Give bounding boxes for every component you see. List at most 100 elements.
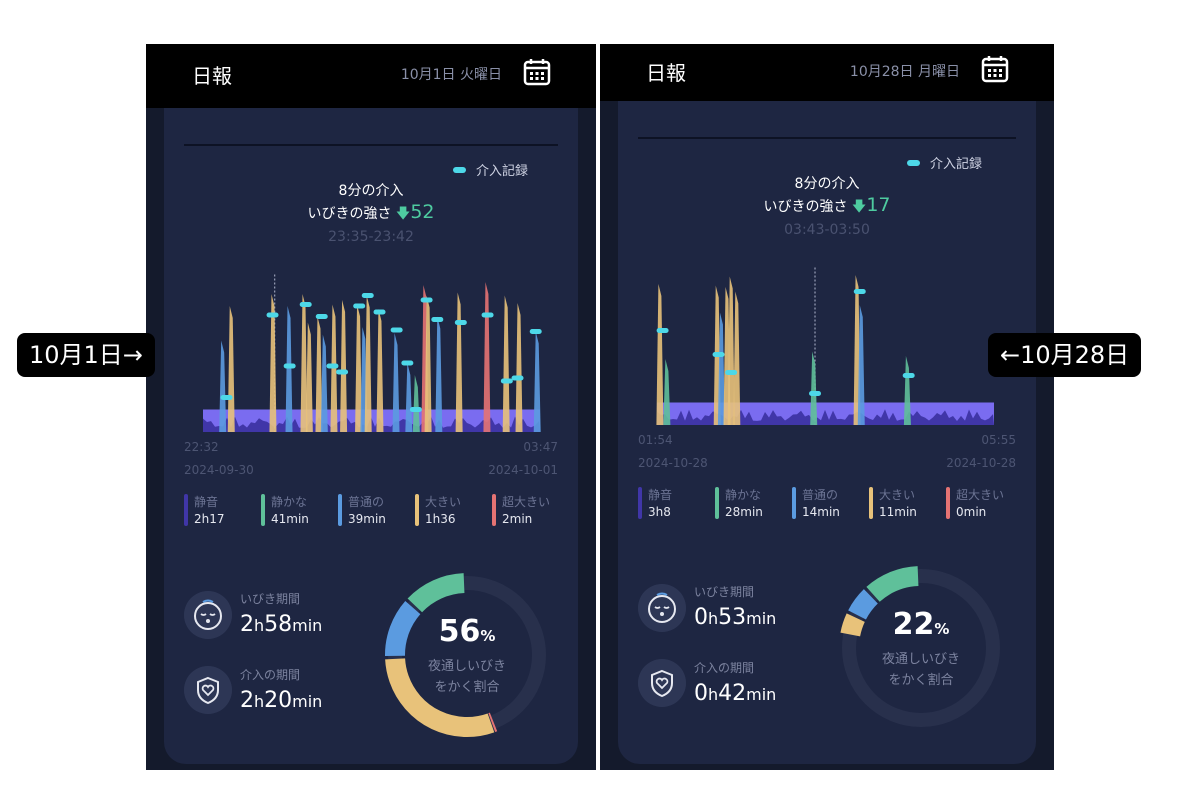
level-legend-loud: 大きい 11min — [869, 487, 917, 521]
sleeping-face-icon — [184, 591, 232, 639]
snore-ratio-donut — [384, 573, 549, 737]
intervention-marker — [401, 360, 414, 366]
intervention-marker — [809, 391, 822, 396]
text: h — [254, 692, 265, 711]
intervention-marker — [373, 309, 386, 315]
date-label[interactable]: 10月1日 火曜日 — [400, 67, 502, 83]
legend-label: 介入記録 — [930, 157, 983, 172]
intervention-marker — [481, 312, 494, 318]
calendar-icon[interactable] — [522, 57, 552, 87]
legend-label: 介入記録 — [476, 164, 529, 179]
text: % — [480, 627, 496, 645]
snore-spike — [455, 292, 463, 432]
strength-value: 17 — [866, 194, 891, 216]
snore-spike — [340, 300, 348, 432]
text: min — [292, 616, 323, 635]
level-name: 静音 — [648, 488, 673, 502]
text: 53 — [718, 605, 747, 630]
intervention-legend: 介入記録 — [453, 160, 528, 179]
shield-heart-icon — [184, 666, 232, 714]
snore-period-value: 2h58min — [240, 612, 322, 637]
text: min — [746, 609, 777, 628]
level-duration: 14min — [802, 505, 840, 519]
level-name: 大きい — [425, 495, 462, 509]
level-color-bar — [946, 487, 950, 519]
intervention-marker — [390, 327, 403, 333]
intervention-minutes: 8分の介入 — [794, 176, 860, 192]
level-name: 普通の — [348, 495, 385, 509]
text: h — [708, 609, 719, 628]
text: 42 — [718, 681, 747, 706]
snore-spike — [269, 294, 277, 432]
intervention-marker — [409, 407, 422, 412]
intervention-marker — [315, 314, 328, 319]
intervention-period-label: 介入の期間 — [240, 668, 301, 682]
arrow-down-icon: 🡇 — [851, 199, 867, 215]
intervention-marker — [853, 289, 866, 294]
level-legend-normal: 普通の 39min — [338, 494, 386, 528]
snore-spike — [392, 333, 400, 432]
level-color-bar — [184, 494, 188, 526]
donut-segment-soft — [839, 566, 1003, 730]
snore-spike — [533, 331, 541, 432]
shield-heart-icon — [638, 659, 686, 707]
donut-track — [842, 569, 1000, 727]
snore-chart[interactable] — [600, 247, 1054, 432]
level-duration: 2h17 — [194, 512, 225, 526]
strength-label: いびきの強さ — [307, 206, 392, 222]
date-label[interactable]: 10月28日 月曜日 — [849, 63, 960, 80]
level-duration: 28min — [725, 505, 763, 519]
intervention-range: 23:35-23:42 — [328, 229, 414, 245]
donut-segment-soft — [385, 573, 549, 737]
level-legend-very_loud: 超大きい 0min — [946, 487, 1004, 521]
level-color-bar — [261, 494, 265, 526]
snore-chart[interactable] — [146, 254, 596, 439]
snore-period-label: いびき期間 — [240, 592, 301, 606]
intervention-marker — [266, 312, 279, 318]
calendar-icon[interactable] — [980, 54, 1010, 84]
intervention-marker — [283, 363, 296, 369]
intervention-marker — [326, 363, 339, 369]
level-legend-very_loud: 超大きい 2min — [492, 494, 550, 528]
text: 20 — [264, 688, 293, 713]
text: 2 — [240, 688, 254, 713]
text: 56 — [438, 614, 481, 649]
snore-spike — [300, 294, 308, 432]
intervention-legend: 介入記録 — [907, 153, 982, 172]
level-color-bar — [715, 487, 719, 519]
header: 日報 10月1日 火曜日 — [146, 44, 596, 108]
level-legend-soft: 静かな 41min — [261, 494, 309, 528]
snore-period-label: いびき期間 — [694, 585, 755, 599]
level-duration: 3h8 — [648, 505, 671, 519]
page-title: 日報 — [192, 64, 232, 88]
donut-segment-loud — [384, 573, 549, 737]
text: % — [934, 620, 950, 638]
donut-segment-very_loud — [385, 573, 549, 737]
intervention-marker — [902, 373, 915, 378]
intervention-marker — [220, 395, 233, 400]
snore-ratio-label: 夜通しいびき をかく割合 — [407, 656, 527, 698]
level-color-bar — [415, 494, 419, 526]
divider — [184, 144, 558, 146]
intervention-minutes: 8分の介入 — [338, 183, 404, 199]
snore-spike — [285, 306, 293, 432]
header: 日報 10月28日 月曜日 — [600, 44, 1054, 101]
report-card — [164, 108, 578, 764]
level-name: 静音 — [194, 495, 219, 509]
x-start-date: 2024-09-30 — [184, 463, 254, 477]
intervention-marker — [431, 317, 444, 322]
intervention-period-label: 介入の期間 — [694, 661, 755, 675]
level-name: 超大きい — [502, 495, 551, 509]
intervention-marker — [299, 302, 312, 307]
x-start-time: 01:54 — [638, 433, 673, 447]
snore-spike — [305, 322, 313, 432]
x-end-time: 05:55 — [981, 433, 1016, 447]
snore-spike — [483, 282, 491, 432]
intervention-marker — [353, 303, 366, 309]
level-legend-quiet: 静音 3h8 — [638, 487, 672, 521]
level-name: 静かな — [725, 488, 762, 502]
level-duration: 41min — [271, 512, 309, 526]
level-color-bar — [492, 494, 496, 526]
snore-spike — [502, 295, 510, 432]
intervention-marker — [529, 329, 542, 334]
